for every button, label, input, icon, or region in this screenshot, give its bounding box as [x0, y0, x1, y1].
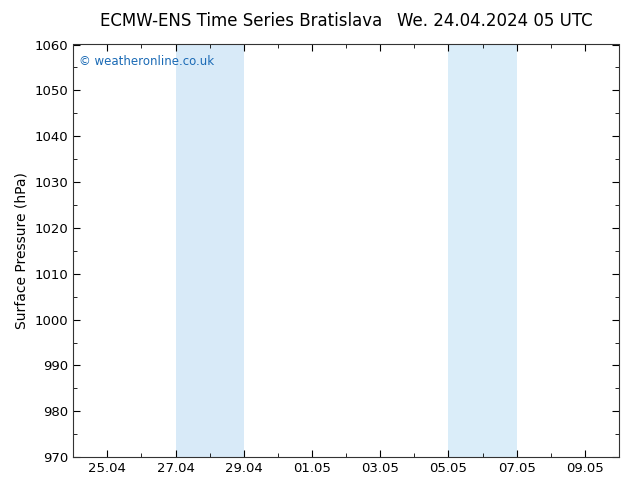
Text: ECMW-ENS Time Series Bratislava: ECMW-ENS Time Series Bratislava: [100, 12, 382, 30]
Text: We. 24.04.2024 05 UTC: We. 24.04.2024 05 UTC: [397, 12, 592, 30]
Text: © weatheronline.co.uk: © weatheronline.co.uk: [79, 55, 214, 68]
Y-axis label: Surface Pressure (hPa): Surface Pressure (hPa): [15, 172, 29, 329]
Bar: [448, 45, 517, 457]
Bar: [176, 45, 243, 457]
